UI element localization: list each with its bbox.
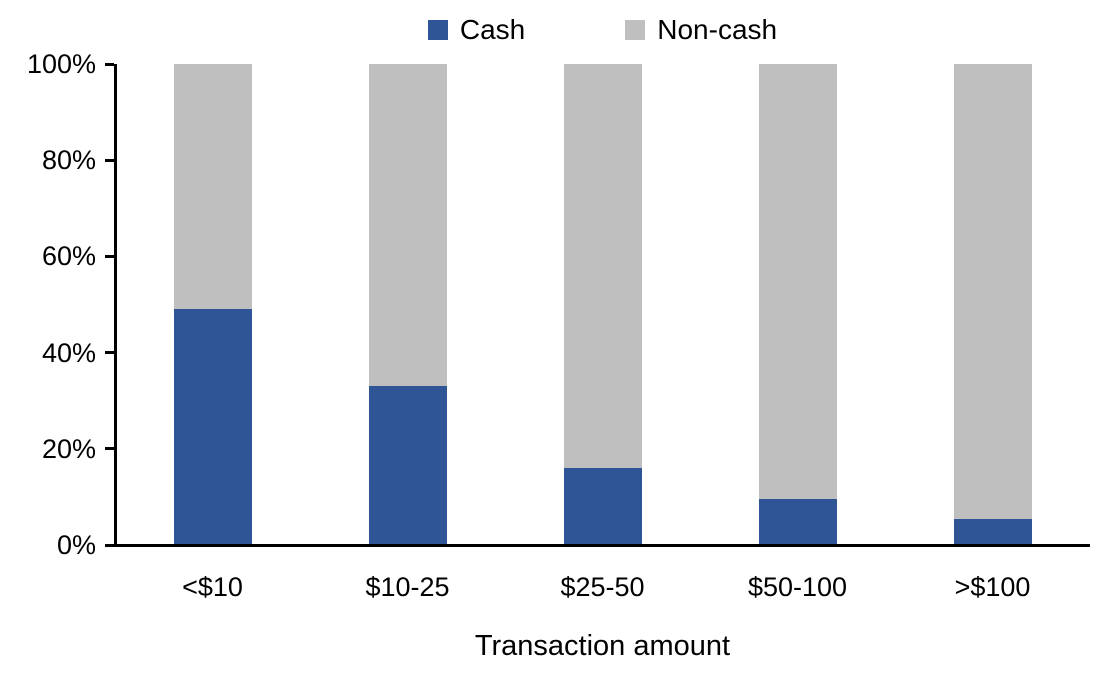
x-axis-tick-labels: <$10 $10-25 $25-50 $50-100 >$100 bbox=[115, 572, 1090, 602]
y-axis-tick-label: 20% bbox=[41, 433, 96, 464]
bar-slot-2 bbox=[505, 64, 700, 545]
x-axis-tick-label: $50-100 bbox=[747, 572, 848, 602]
cash-swatch-icon bbox=[427, 20, 448, 40]
non-cash-segment bbox=[953, 64, 1032, 519]
x-axis-tick-label: $10-25 bbox=[365, 572, 450, 602]
cash-segment bbox=[563, 468, 642, 545]
non-cash-segment bbox=[758, 64, 837, 500]
x-axis-tick-label: >$100 bbox=[954, 572, 1031, 602]
y-axis-tick bbox=[105, 158, 114, 162]
stacked-bar-4 bbox=[953, 64, 1032, 545]
plot-area bbox=[105, 64, 1090, 547]
non-cash-segment bbox=[173, 64, 252, 310]
cash-segment bbox=[953, 518, 1032, 545]
y-axis-tick-label: 40% bbox=[41, 337, 96, 368]
y-axis-tick-label: 80% bbox=[41, 145, 96, 176]
bar-slot-3 bbox=[700, 64, 895, 545]
x-axis-tick-label: $25-50 bbox=[560, 572, 645, 602]
legend-label-non-cash: Non-cash bbox=[657, 14, 778, 45]
legend: Cash Non-cash bbox=[115, 8, 1090, 52]
bar-slot-4 bbox=[895, 64, 1090, 545]
y-axis-tick bbox=[105, 62, 114, 66]
y-axis-tick bbox=[105, 254, 114, 258]
y-axis-tick-label: 100% bbox=[26, 49, 96, 79]
legend-item-non-cash: Non-cash bbox=[625, 14, 777, 46]
stacked-bar-2 bbox=[563, 64, 642, 545]
y-axis-tick bbox=[105, 351, 114, 355]
bar-slot-0 bbox=[115, 64, 310, 545]
x-axis-line bbox=[105, 544, 1090, 547]
y-axis-tick-label: 60% bbox=[41, 241, 96, 272]
non-cash-segment bbox=[563, 64, 642, 469]
cash-segment bbox=[173, 309, 252, 545]
x-axis-tick-label: <$10 bbox=[182, 572, 243, 602]
stacked-bar-1 bbox=[368, 64, 447, 545]
bar-slot-1 bbox=[310, 64, 505, 545]
x-axis-title: Transaction amount bbox=[474, 630, 731, 662]
stacked-bar-3 bbox=[758, 64, 837, 545]
y-axis-tick bbox=[105, 543, 114, 547]
legend-label-cash: Cash bbox=[459, 14, 526, 45]
legend-item-cash: Cash bbox=[427, 14, 526, 46]
y-axis-tick-label: 0% bbox=[56, 530, 96, 560]
cash-segment bbox=[368, 386, 447, 545]
y-axis-tick bbox=[105, 447, 114, 451]
stacked-bar-0 bbox=[173, 64, 252, 545]
non-cash-segment bbox=[368, 64, 447, 387]
non-cash-swatch-icon bbox=[625, 20, 646, 40]
bars-container bbox=[115, 64, 1090, 545]
cash-segment bbox=[758, 499, 837, 545]
y-axis-line bbox=[114, 64, 117, 545]
